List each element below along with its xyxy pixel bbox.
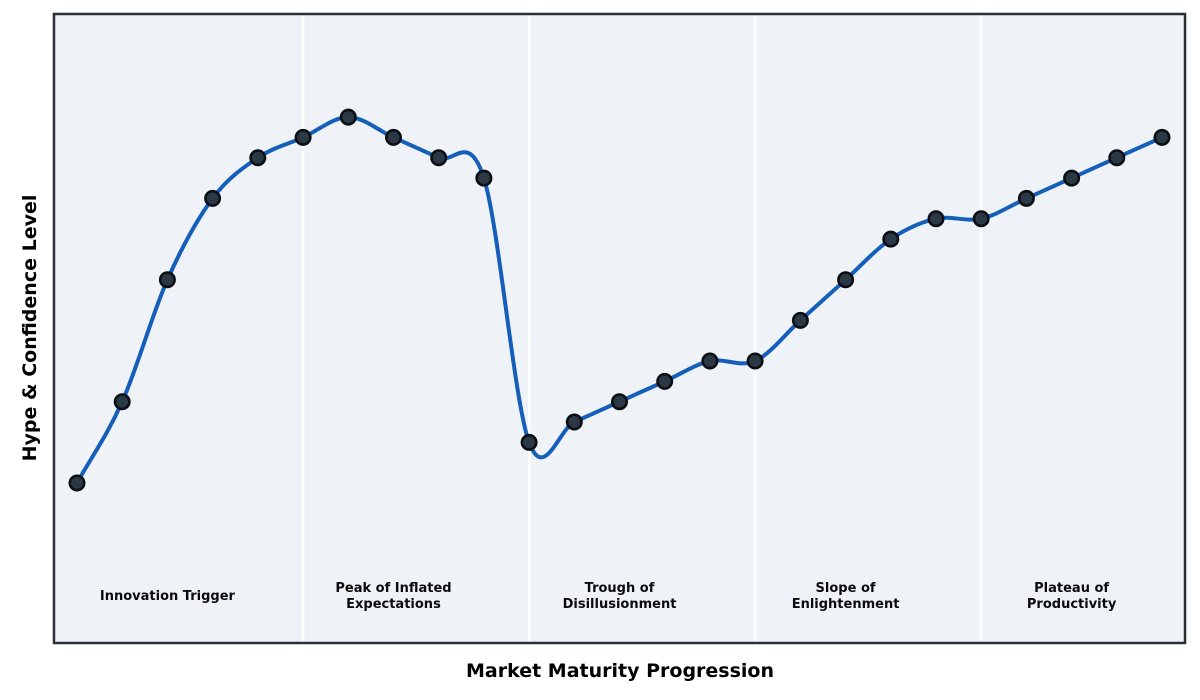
data-point-marker <box>746 352 764 370</box>
data-point-marker <box>1017 189 1035 207</box>
data-point-marker <box>882 230 900 248</box>
data-point-marker <box>339 108 357 126</box>
chart-border <box>52 12 1187 645</box>
data-point-marker <box>430 149 448 167</box>
data-point-marker <box>1153 128 1171 146</box>
data-point-marker <box>475 169 493 187</box>
data-point-marker <box>204 189 222 207</box>
data-point-marker <box>927 210 945 228</box>
data-point-marker <box>701 352 719 370</box>
data-point-marker <box>565 413 583 431</box>
phase-label-trough-of-disillusionment: Trough of Disillusionment <box>562 581 677 612</box>
phase-label-plateau-of-productivity: Plateau of Productivity <box>1026 581 1117 612</box>
data-point-marker <box>972 210 990 228</box>
data-point-marker <box>158 271 176 289</box>
phase-label-peak-of-inflated-expectations: Peak of Inflated Expectations <box>335 581 452 612</box>
data-point-marker <box>837 271 855 289</box>
data-point-marker <box>113 393 131 411</box>
data-point-marker <box>1063 169 1081 187</box>
data-point-marker <box>610 393 628 411</box>
data-point-marker <box>520 433 538 451</box>
y-axis-label: Hype & Confidence Level <box>19 194 41 462</box>
x-axis-label: Market Maturity Progression <box>465 660 775 682</box>
data-point-marker <box>1108 149 1126 167</box>
data-point-marker <box>294 128 312 146</box>
phase-label-innovation-trigger: Innovation Trigger <box>99 589 235 604</box>
data-point-marker <box>68 474 86 492</box>
plot-area <box>54 14 1185 643</box>
phase-label-slope-of-enlightenment: Slope of Enlightenment <box>791 581 900 612</box>
data-point-marker <box>791 311 809 329</box>
data-point-marker <box>249 149 267 167</box>
data-point-marker <box>384 128 402 146</box>
data-point-marker <box>656 372 674 390</box>
